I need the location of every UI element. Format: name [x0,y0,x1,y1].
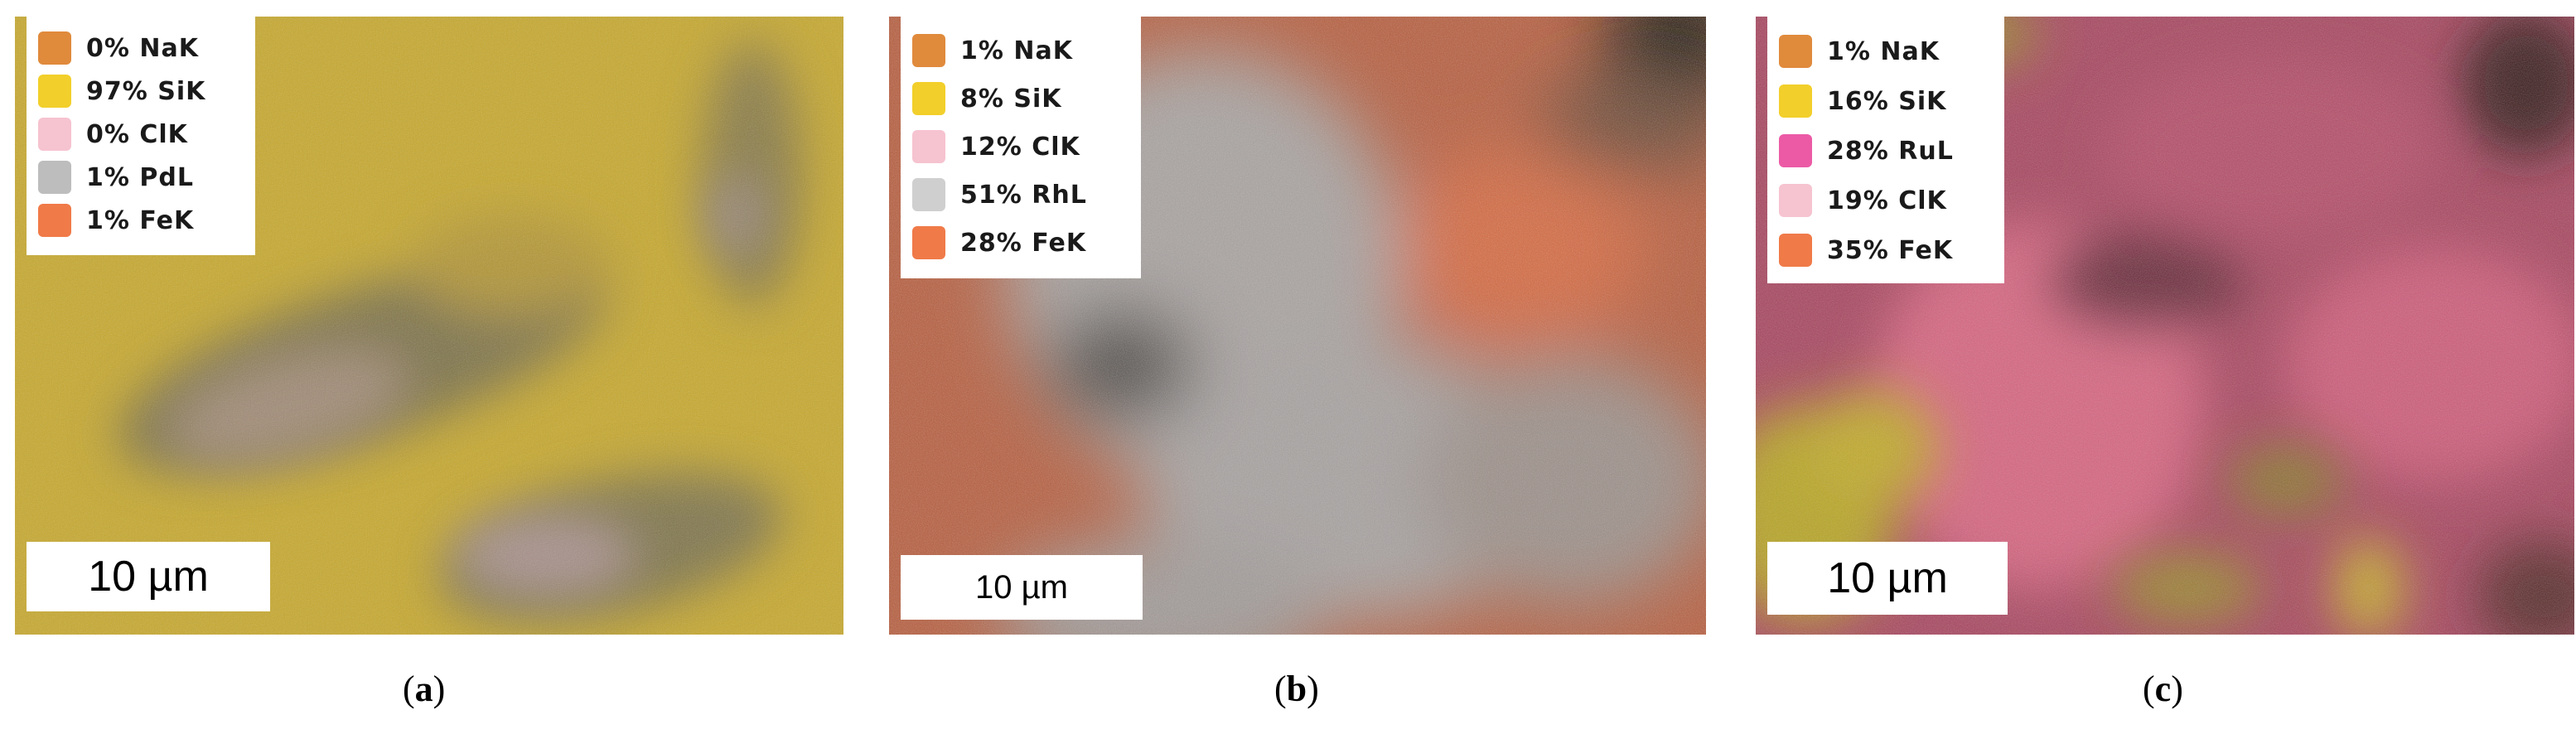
legend-label: 0% NaK [86,33,199,63]
eds-map-panel-a: 0% NaK 97% SiK 0% ClK 1% PdL 1% FeK 10 µ… [15,17,843,635]
legend-item: 19% ClK [1767,176,1947,225]
legend-label: 8% SiK [960,84,1062,113]
legend-swatch [38,75,71,108]
legend-label: 16% SiK [1827,86,1947,116]
legend-swatch [38,118,71,151]
scale-bar-label-b: 10 µm [901,555,1143,620]
eds-map-panel-b: 1% NaK 8% SiK 12% ClK 51% RhL 28% FeK 10… [889,17,1706,635]
legend-swatch [912,130,945,163]
legend-swatch [38,204,71,237]
legend-item: 8% SiK [901,75,1062,123]
legend-swatch [1779,234,1812,267]
legend-item: 28% FeK [901,219,1086,267]
legend-swatch [1779,35,1812,68]
scale-bar-label-c: 10 µm [1767,542,2008,615]
legend-label: 51% RhL [960,180,1087,210]
caption-b: (b) [1274,669,1319,709]
legend-item: 1% PdL [27,156,194,199]
legend-b: 1% NaK 8% SiK 12% ClK 51% RhL 28% FeK [901,17,1141,278]
legend-item: 16% SiK [1767,76,1946,126]
eds-map-image-a [15,17,843,635]
legend-swatch [1779,85,1812,118]
scale-bar-label-a: 10 µm [27,542,270,611]
legend-label: 1% PdL [86,162,194,192]
legend-label: 12% ClK [960,132,1080,162]
caption-c: (c) [2143,669,2183,709]
legend-item: 1% FeK [27,199,194,242]
legend-swatch [1779,134,1812,167]
legend-item: 0% NaK [27,27,199,70]
eds-map-panel-c: 1% NaK 16% SiK 28% RuL 19% ClK 35% FeK 1… [1756,17,2574,635]
legend-item: 12% ClK [901,123,1080,171]
legend-swatch [912,34,945,67]
caption-a: (a) [403,669,446,709]
legend-swatch [912,82,945,115]
legend-c: 1% NaK 16% SiK 28% RuL 19% ClK 35% FeK [1767,17,2004,283]
legend-label: 28% RuL [1827,136,1954,166]
legend-label: 19% ClK [1827,186,1947,215]
legend-item: 1% NaK [901,27,1073,75]
legend-label: 97% SiK [86,76,206,106]
legend-item: 51% RhL [901,171,1087,219]
legend-label: 28% FeK [960,228,1087,258]
caption-letter-a: a [414,669,433,709]
legend-label: 1% FeK [86,205,195,235]
legend-swatch [912,226,945,259]
caption-letter-b: b [1286,669,1307,709]
legend-label: 1% NaK [1827,36,1940,66]
legend-item: 0% ClK [27,113,188,156]
caption-letter-c: c [2154,669,2172,709]
legend-item: 28% RuL [1767,126,1954,176]
legend-label: 35% FeK [1827,235,1954,265]
legend-item: 97% SiK [27,70,205,113]
legend-swatch [1779,184,1812,217]
legend-swatch [38,31,71,65]
legend-swatch [38,161,71,194]
legend-a: 0% NaK 97% SiK 0% ClK 1% PdL 1% FeK [27,17,255,255]
legend-item: 35% FeK [1767,225,1953,275]
legend-label: 0% ClK [86,119,188,149]
legend-label: 1% NaK [960,36,1073,65]
legend-swatch [912,178,945,211]
legend-item: 1% NaK [1767,27,1940,76]
